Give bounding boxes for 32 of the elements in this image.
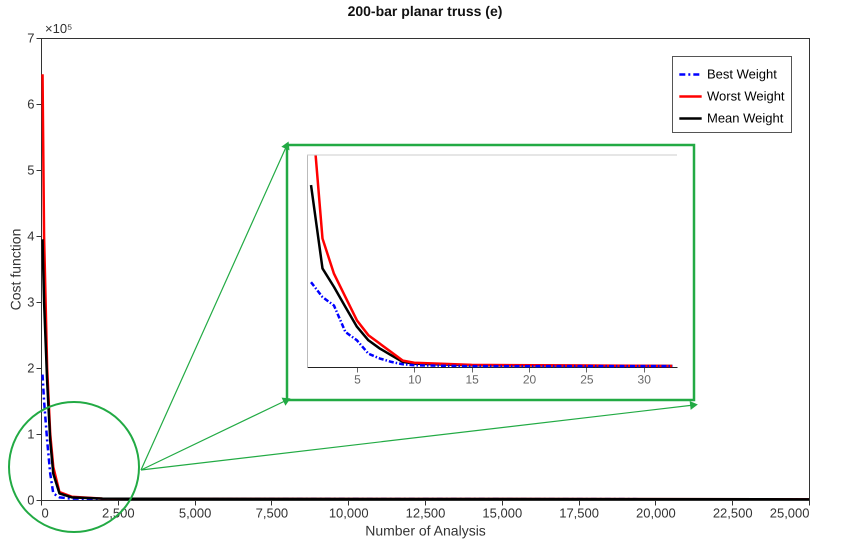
x-tick-label: 30 <box>638 372 652 386</box>
legend-label: Worst Weight <box>707 88 785 104</box>
x-tick-label: 25,000 <box>770 506 810 520</box>
chart-title: 200-bar planar truss (e) <box>348 3 502 19</box>
x-tick-label: 15,000 <box>482 506 522 520</box>
y-axis-title: Cost function <box>7 228 24 310</box>
x-tick-label: 5 <box>354 372 362 386</box>
x-tick-label: 20,000 <box>636 506 676 520</box>
y-tick-label: 0 <box>27 492 34 508</box>
y-tick-label: 6 <box>27 96 34 112</box>
legend-label: Mean Weight <box>707 110 784 126</box>
y-tick-label: 5 <box>27 162 34 178</box>
x-tick-label: 20 <box>522 372 536 386</box>
legend-label: Best Weight <box>707 66 778 82</box>
y-tick-label: 2 <box>27 360 34 376</box>
x-tick-label: 10 <box>408 372 422 386</box>
x-tick-label: 5,000 <box>178 506 212 520</box>
y-tick-label: 3 <box>27 294 34 310</box>
x-tick-label: 22,500 <box>712 506 753 520</box>
x-tick-label: 25 <box>580 372 594 386</box>
x-tick-label: 12,500 <box>406 506 446 520</box>
x-tick-label: 0 <box>42 506 49 520</box>
line-series <box>41 238 809 500</box>
x-tick-label: 15 <box>465 372 480 386</box>
y-tick-label: 1 <box>27 426 34 442</box>
text: ×10⁵ <box>45 21 72 36</box>
y-tick-label: 4 <box>27 228 34 244</box>
y-tick-label: 7 <box>27 30 34 46</box>
x-tick-label: 17,500 <box>559 506 599 520</box>
x-tick-label: 10,000 <box>328 506 369 520</box>
x-axis-title: Number of Analysis <box>365 522 486 538</box>
x-tick-label: 7,500 <box>256 506 288 520</box>
